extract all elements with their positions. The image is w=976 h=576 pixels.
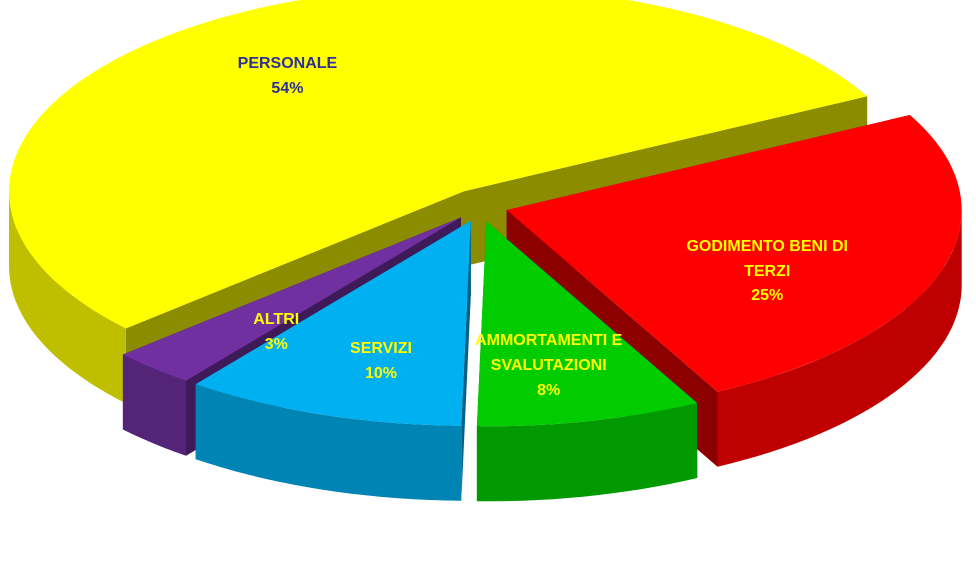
category-label: AMMORTAMENTI E SVALUTAZIONI — [475, 331, 623, 374]
slice-wall — [717, 210, 962, 467]
slice-wall — [122, 354, 186, 456]
category-label: GODIMENTO BENI DI TERZI — [686, 237, 848, 280]
slice-label: PERSONALE 54% — [192, 52, 382, 102]
slice-wall — [195, 384, 462, 501]
category-label: ALTRI — [253, 311, 300, 329]
slice — [506, 115, 962, 392]
slice — [9, 0, 868, 329]
value-label: 54% — [271, 79, 304, 97]
slice-wall — [9, 191, 126, 404]
category-label: PERSONALE — [237, 54, 338, 72]
slice — [122, 217, 462, 381]
slice — [476, 221, 698, 427]
value-label: 25% — [751, 287, 784, 305]
slice — [195, 220, 471, 426]
slice-side — [122, 217, 462, 430]
value-label: 10% — [364, 365, 398, 383]
value-label: 8% — [537, 381, 561, 399]
slice-label: AMMORTAMENTI E SVALUTAZIONI 8% — [454, 329, 644, 403]
slice-label: GODIMENTO BENI DI TERZI 25% — [672, 235, 862, 309]
category-label: SERVIZI — [350, 340, 412, 358]
value-label: 3% — [264, 335, 288, 353]
slice-label: SERVIZI 10% — [286, 337, 476, 387]
slice-wall — [476, 403, 698, 502]
slice-label: ALTRI 3% — [181, 308, 371, 358]
